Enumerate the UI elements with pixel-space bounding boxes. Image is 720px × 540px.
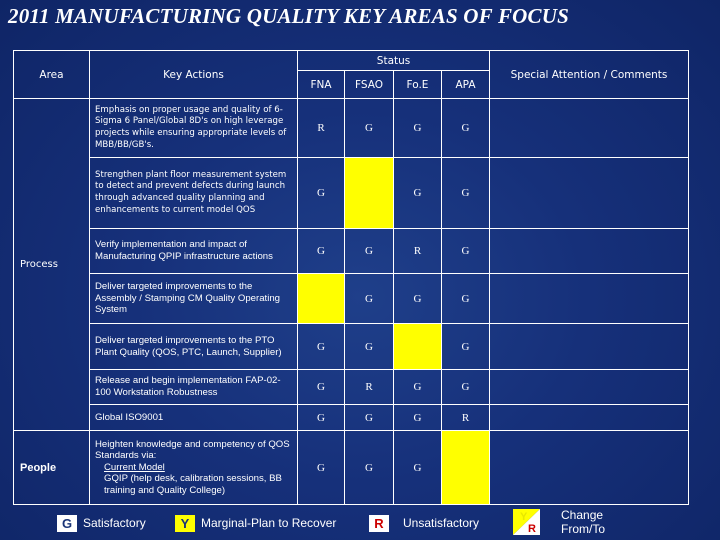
- key-action: Release and begin implementation FAP-02-…: [89, 369, 298, 405]
- change-top-letter: Y: [520, 511, 528, 523]
- status-fsao: G: [344, 404, 394, 431]
- header-comments: Special Attention / Comments: [489, 50, 690, 99]
- status-apa: R: [440, 404, 491, 431]
- header-status-fna: FNA: [297, 70, 345, 99]
- legend-change-line2: From/To: [561, 522, 606, 536]
- table-row: Process Emphasis on proper usage and qua…: [13, 98, 690, 431]
- comment-cell: [489, 228, 690, 274]
- area-people: People: [13, 430, 90, 505]
- status-fna: G: [297, 369, 345, 405]
- status-foe: G: [393, 430, 442, 505]
- key-action: Deliver targeted improvements to the Ass…: [89, 273, 298, 324]
- comment-cell: [489, 369, 690, 405]
- status-foe: G: [393, 98, 442, 158]
- table-row: Verify implementation and impact of Manu…: [14, 228, 690, 274]
- legend-change: Change From/To: [561, 508, 605, 536]
- header-status-fsao: FSAO: [344, 70, 394, 99]
- legend-unsatisfactory: R Unsatisfactory: [369, 512, 479, 534]
- table-row: Global ISO9001 G G G R: [14, 404, 690, 431]
- key-action: Strengthen plant floor measurement syste…: [89, 157, 298, 229]
- legend-y-label: Marginal-Plan to Recover: [201, 516, 337, 530]
- legend-satisfactory: G Satisfactory: [57, 512, 146, 534]
- key-action-rest: GQIP (help desk, calibration sessions, B…: [104, 473, 282, 496]
- change-from-to-icon: Y R: [513, 509, 540, 535]
- header-key-actions: Key Actions: [89, 50, 298, 99]
- focus-table: Area Key Actions Status Special Attentio…: [13, 50, 690, 505]
- comment-cell: [489, 404, 690, 431]
- key-action: Global ISO9001: [89, 404, 298, 431]
- table-row: Deliver targeted improvements to the Ass…: [14, 273, 690, 324]
- status-foe: G: [393, 369, 442, 405]
- area-process: Process: [13, 98, 90, 431]
- status-apa: G: [440, 369, 491, 405]
- legend-marginal: Y Marginal-Plan to Recover: [175, 512, 336, 534]
- status-fna: G: [297, 228, 345, 274]
- change-bottom-letter: R: [528, 523, 536, 535]
- key-action-link[interactable]: Current Model: [104, 461, 165, 473]
- status-foe: Y: [393, 323, 442, 370]
- status-fsao: G: [344, 228, 394, 274]
- status-fna: R: [297, 98, 345, 158]
- status-fna: G: [297, 404, 345, 431]
- legend-change-line1: Change: [561, 508, 604, 522]
- status-foe: G: [393, 273, 442, 324]
- comment-cell: [489, 323, 690, 370]
- legend-g-swatch: G: [57, 514, 77, 532]
- legend-g-label: Satisfactory: [83, 516, 146, 530]
- table-row: Release and begin implementation FAP-02-…: [14, 369, 690, 405]
- status-fsao: G: [344, 430, 394, 505]
- key-action: Verify implementation and impact of Manu…: [89, 228, 298, 274]
- header-area: Area: [13, 50, 90, 99]
- status-foe: G: [393, 157, 442, 229]
- key-action: Emphasis on proper usage and quality of …: [89, 98, 298, 158]
- comment-cell: [489, 273, 690, 324]
- status-fsao: G: [344, 323, 394, 370]
- status-fsao: R: [344, 369, 394, 405]
- comment-cell: [489, 430, 690, 505]
- header-status: Status: [296, 50, 491, 71]
- status-fsao: Y: [344, 157, 394, 229]
- page-title: 2011 MANUFACTURING QUALITY KEY AREAS OF …: [8, 4, 569, 28]
- table-row: Strengthen plant floor measurement syste…: [14, 157, 690, 229]
- key-action: Heighten knowledge and competency of QOS…: [89, 430, 298, 505]
- table-row: Deliver targeted improvements to the PTO…: [14, 323, 690, 370]
- legend-r-swatch: R: [369, 514, 389, 532]
- status-fna: G: [297, 430, 345, 505]
- key-action-intro: Heighten knowledge and competency of QOS…: [95, 438, 290, 462]
- comment-cell: [489, 98, 690, 158]
- header-status-apa: APA: [440, 70, 491, 99]
- status-fsao: G: [344, 98, 394, 158]
- status-apa: G: [440, 98, 491, 158]
- legend-y-swatch: Y: [175, 514, 195, 532]
- key-action: Deliver targeted improvements to the PTO…: [89, 323, 298, 370]
- status-fsao: G: [344, 273, 394, 324]
- status-foe: R: [393, 228, 442, 274]
- status-apa: G: [440, 273, 491, 324]
- legend-r-label: Unsatisfactory: [403, 516, 480, 530]
- status-fna: G: [297, 323, 345, 370]
- status-apa: G: [440, 157, 491, 229]
- table-row: People Heighten knowledge and competency…: [13, 430, 690, 505]
- status-fna: Y: [297, 273, 345, 324]
- status-fna: G: [297, 157, 345, 229]
- comment-cell: [489, 157, 690, 229]
- status-foe: G: [393, 404, 442, 431]
- status-apa: Y: [440, 430, 491, 505]
- status-apa: G: [440, 323, 491, 370]
- status-apa: G: [440, 228, 491, 274]
- header-status-foe: Fo.E: [393, 70, 442, 99]
